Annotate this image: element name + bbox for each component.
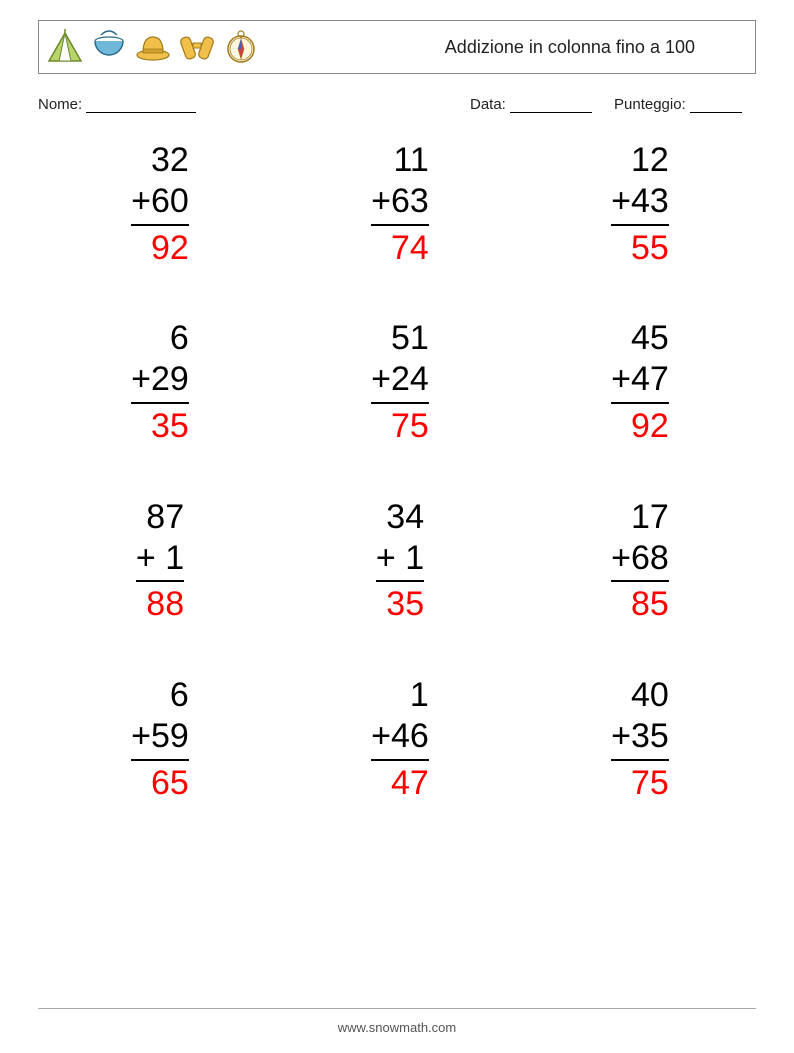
answer: 35 — [376, 584, 424, 625]
addend-bottom: +47 — [611, 359, 669, 400]
problem-column: 12+43 55 — [611, 140, 669, 268]
data-underline[interactable] — [510, 98, 592, 113]
problem-column: 40+35 75 — [611, 675, 669, 803]
answer: 47 — [371, 763, 429, 804]
addend-bottom: +46 — [371, 716, 429, 757]
addend-bottom: +24 — [371, 359, 429, 400]
addend-bottom: +68 — [611, 538, 669, 579]
addend-top: 32 — [131, 140, 189, 181]
hat-icon — [133, 27, 173, 67]
addend-bottom: +43 — [611, 181, 669, 222]
addend-bottom: + 1 — [136, 538, 184, 579]
addend-bottom: +63 — [371, 181, 429, 222]
answer: 85 — [611, 584, 669, 625]
addend-top: 17 — [611, 497, 669, 538]
worksheet-page: Addizione in colonna fino a 100 Nome: Da… — [0, 0, 794, 1053]
problem-column: 51+24 75 — [371, 318, 429, 446]
answer: 92 — [611, 406, 669, 447]
addend-bottom: +35 — [611, 716, 669, 757]
problem-column: 6+59 65 — [131, 675, 189, 803]
tent-icon — [45, 27, 85, 67]
addend-top: 40 — [611, 675, 669, 716]
answer: 88 — [136, 584, 184, 625]
addend-top: 34 — [376, 497, 424, 538]
addend-top: 1 — [371, 675, 429, 716]
sum-rule — [376, 580, 424, 582]
addend-top: 6 — [131, 675, 189, 716]
addend-top: 12 — [611, 140, 669, 181]
problem: 34+ 1 35 — [300, 497, 500, 625]
addend-bottom: +59 — [131, 716, 189, 757]
sum-rule — [611, 759, 669, 761]
footer-url: www.snowmath.com — [0, 1020, 794, 1035]
problem: 51+24 75 — [300, 318, 500, 446]
problem: 6+29 35 — [60, 318, 260, 446]
problem: 6+59 65 — [60, 675, 260, 803]
answer: 92 — [131, 228, 189, 269]
sum-rule — [371, 402, 429, 404]
answer: 55 — [611, 228, 669, 269]
problem: 40+35 75 — [540, 675, 740, 803]
addend-top: 51 — [371, 318, 429, 359]
problem-column: 32+60 92 — [131, 140, 189, 268]
punteggio-label: Punteggio: — [614, 96, 686, 113]
addend-top: 87 — [136, 497, 184, 538]
nome-underline[interactable] — [86, 98, 196, 113]
problems-grid: 32+60 92 11+63 74 12+43 55 6+29 35 51+24… — [60, 140, 740, 804]
addend-top: 6 — [131, 318, 189, 359]
problem-column: 87+ 1 88 — [136, 497, 184, 625]
problem: 12+43 55 — [540, 140, 740, 268]
problem-column: 11+63 74 — [371, 140, 429, 268]
problem-column: 45+47 92 — [611, 318, 669, 446]
answer: 35 — [131, 406, 189, 447]
sum-rule — [611, 224, 669, 226]
problem: 1+46 47 — [300, 675, 500, 803]
data-label: Data: — [470, 96, 506, 113]
answer: 75 — [611, 763, 669, 804]
binoculars-icon — [177, 27, 217, 67]
nome-label: Nome: — [38, 96, 82, 113]
addend-bottom: +29 — [131, 359, 189, 400]
sum-rule — [371, 759, 429, 761]
punteggio-underline[interactable] — [690, 98, 742, 113]
header-box: Addizione in colonna fino a 100 — [38, 20, 756, 74]
problem: 32+60 92 — [60, 140, 260, 268]
sum-rule — [131, 759, 189, 761]
addend-top: 45 — [611, 318, 669, 359]
sum-rule — [611, 402, 669, 404]
problem: 45+47 92 — [540, 318, 740, 446]
addend-top: 11 — [371, 140, 429, 181]
addend-bottom: +60 — [131, 181, 189, 222]
meta-punteggio: Punteggio: — [614, 96, 742, 113]
problem: 17+68 85 — [540, 497, 740, 625]
problem: 87+ 1 88 — [60, 497, 260, 625]
bowl-icon — [89, 27, 129, 67]
header-icons — [45, 27, 261, 67]
addend-bottom: + 1 — [376, 538, 424, 579]
problem-column: 17+68 85 — [611, 497, 669, 625]
meta-nome: Nome: — [38, 96, 196, 113]
problem-column: 1+46 47 — [371, 675, 429, 803]
sum-rule — [131, 402, 189, 404]
sum-rule — [611, 580, 669, 582]
worksheet-title: Addizione in colonna fino a 100 — [445, 37, 695, 58]
meta-data: Data: — [470, 96, 592, 113]
answer: 75 — [371, 406, 429, 447]
sum-rule — [371, 224, 429, 226]
answer: 65 — [131, 763, 189, 804]
footer-rule — [38, 1008, 756, 1009]
problem-column: 6+29 35 — [131, 318, 189, 446]
sum-rule — [131, 224, 189, 226]
problem-column: 34+ 1 35 — [376, 497, 424, 625]
answer: 74 — [371, 228, 429, 269]
problem: 11+63 74 — [300, 140, 500, 268]
sum-rule — [136, 580, 184, 582]
compass-icon — [221, 27, 261, 67]
